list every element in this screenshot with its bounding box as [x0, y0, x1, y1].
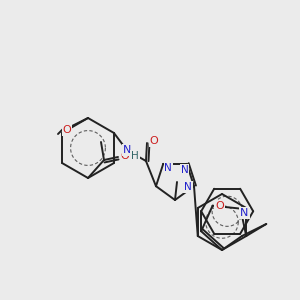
- Text: N: N: [181, 165, 189, 175]
- Text: N: N: [123, 145, 131, 155]
- Text: O: O: [150, 136, 158, 146]
- Text: O: O: [215, 201, 224, 211]
- Text: O: O: [121, 151, 129, 161]
- Text: O: O: [63, 125, 71, 135]
- Text: N: N: [184, 182, 192, 192]
- Text: N: N: [164, 163, 172, 173]
- Text: N: N: [240, 208, 249, 218]
- Text: H: H: [131, 151, 139, 161]
